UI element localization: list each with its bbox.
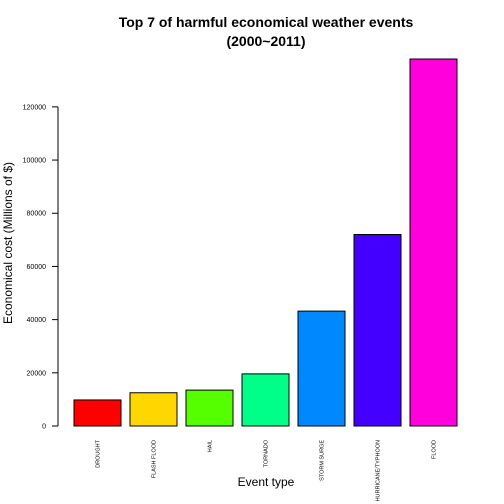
y-tick-label: 100000: [23, 158, 46, 165]
y-tick-label: 120000: [23, 104, 46, 111]
chart-title: Top 7 of harmful economical weather even…: [119, 14, 414, 30]
bar-drought: [73, 399, 122, 427]
bar-storm-surge: [297, 310, 346, 427]
y-axis: 0 20000 40000 60000 80000 100000 120000: [23, 104, 59, 431]
bar-hurricane-typhoon: [353, 234, 402, 427]
category-labels: DROUGHT FLASH FLOOD HAIL TORNADO STORM SURGE…: [96, 439, 438, 501]
category-label: FLOOD: [432, 440, 438, 459]
bar-flash-flood: [129, 392, 178, 427]
bars-group: [73, 58, 458, 427]
bar-flood: [409, 58, 458, 427]
category-label: TORNADO: [264, 439, 270, 467]
y-tick-label: 20000: [27, 370, 47, 377]
category-label: HAIL: [208, 440, 214, 452]
category-label: STORM SURGE: [320, 440, 326, 481]
category-label: HURRICANE/TYPHOON: [376, 440, 382, 501]
bar-tornado: [241, 373, 290, 427]
x-axis-label: Event type: [238, 475, 295, 489]
chart-subtitle: (2000~2011): [226, 33, 305, 49]
y-tick-label: 40000: [27, 317, 47, 324]
y-tick-label: 80000: [27, 211, 47, 218]
y-tick-label: 60000: [27, 264, 47, 271]
category-label: FLASH FLOOD: [152, 440, 158, 478]
y-axis-label: Economical cost (Millions of $): [1, 162, 15, 324]
y-tick-label: 0: [42, 424, 46, 431]
bar-hail: [185, 389, 234, 427]
category-label: DROUGHT: [96, 439, 102, 467]
